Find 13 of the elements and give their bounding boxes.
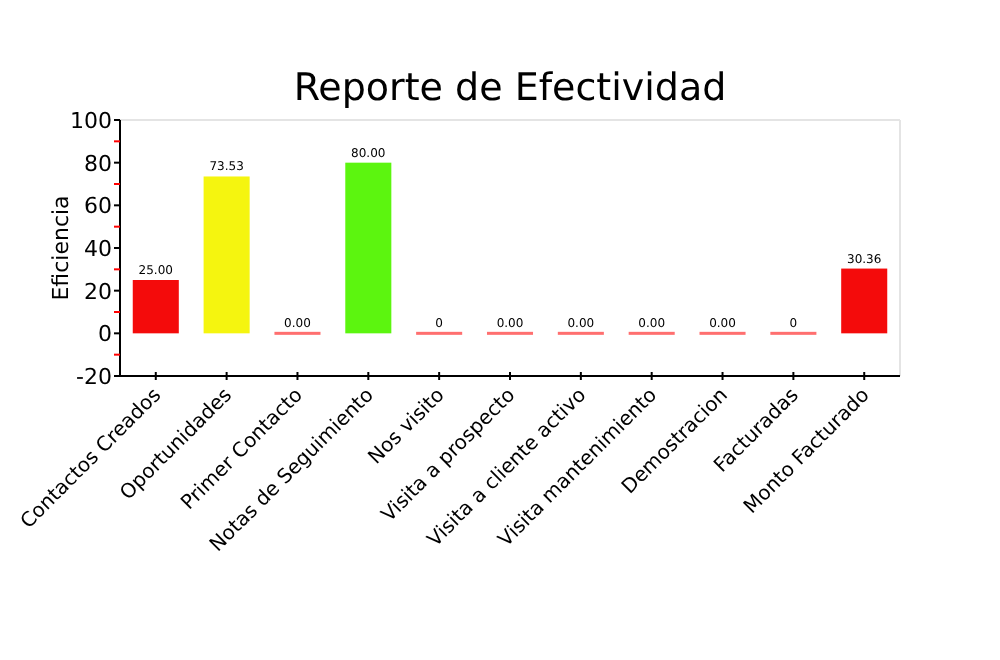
y-tick-label: 20 (84, 278, 112, 305)
y-tick-label: 100 (70, 108, 112, 134)
y-axis-title: Eficiencia (48, 195, 74, 301)
bar (841, 268, 888, 334)
y-tick-label: 80 (84, 150, 112, 177)
bar (203, 176, 250, 334)
y-tick-label: 40 (84, 236, 112, 262)
y-tick-label: 0 (98, 321, 112, 348)
bar (132, 280, 179, 334)
y-tick-label: 60 (84, 193, 112, 220)
chart-title: Reporte de Efectividad (293, 66, 727, 110)
y-tick-label: -20 (76, 364, 112, 390)
bar (345, 162, 392, 334)
